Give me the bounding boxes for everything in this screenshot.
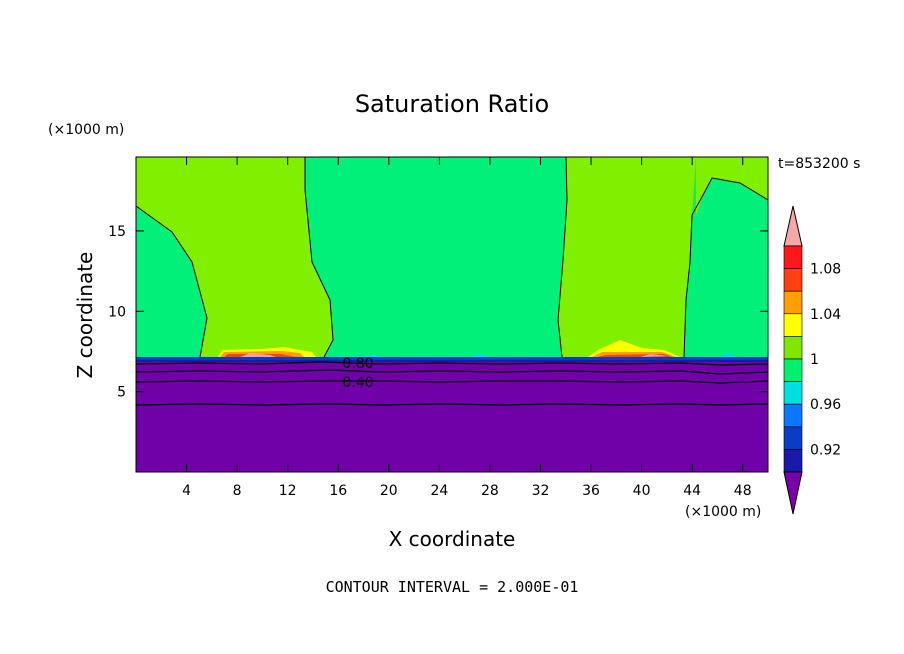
x-tick-label: 32 — [532, 483, 550, 499]
x-tick-label: 36 — [582, 483, 600, 499]
x-tick-label: 20 — [380, 483, 398, 499]
plot-frame — [135, 156, 769, 473]
colorbar-band — [783, 403, 803, 428]
colorbar-tick-label: 0.96 — [810, 397, 841, 413]
y-axis: 5 10 15 — [108, 224, 768, 401]
field-slight-supersaturation-far-right — [696, 157, 768, 215]
x-axis-title: X coordinate — [389, 527, 516, 551]
colorbar-band — [783, 245, 803, 269]
colorbar-band — [783, 426, 803, 450]
colorbar-under-arrow — [783, 471, 803, 515]
y-tick-label: 15 — [108, 224, 126, 240]
chart-title: Saturation Ratio — [355, 90, 549, 118]
plot-area: 0.80 0.40 — [135, 156, 769, 473]
x-tick-label: 40 — [633, 483, 651, 499]
contour-line — [135, 380, 769, 384]
contour-label-0-40: 0.40 — [342, 375, 373, 391]
y-unit-label: (×1000 m) — [48, 122, 124, 138]
colorbar-tick-label: 1.08 — [810, 262, 841, 278]
y-axis-title: Z coordinate — [73, 252, 97, 379]
colorbar-band — [783, 268, 803, 292]
colorbar-tick-label: 0.92 — [810, 442, 841, 458]
x-unit-label: (×1000 m) — [685, 504, 761, 520]
colorbar: 1.08 1.04 1 0.96 0.92 — [783, 205, 841, 515]
contour-line — [135, 361, 769, 366]
supersaturation-patch-right-max — [640, 354, 668, 357]
x-tick-label: 16 — [329, 483, 347, 499]
contour-line — [135, 403, 769, 406]
colorbar-tick-label: 1.04 — [810, 307, 841, 323]
y-tick-label: 10 — [108, 304, 126, 320]
contour-line — [683, 177, 769, 358]
contour-label-0-80: 0.80 — [342, 356, 373, 372]
colorbar-over-arrow — [783, 205, 803, 247]
field-slight-supersaturation-right — [558, 157, 696, 357]
colorbar-tick-label: 1 — [810, 352, 819, 368]
y-tick-label: 5 — [117, 385, 126, 401]
x-tick-label: 8 — [233, 483, 242, 499]
colorbar-band — [783, 449, 803, 473]
transition-band-dark — [136, 360, 768, 362]
x-tick-label: 44 — [683, 483, 701, 499]
colorbar-band — [783, 381, 803, 405]
colorbar-band — [783, 358, 803, 382]
colorbar-band — [783, 313, 803, 337]
contour-line — [135, 369, 769, 375]
colorbar-band — [783, 336, 803, 360]
x-tick-label: 24 — [430, 483, 448, 499]
colorbar-band — [783, 290, 803, 315]
x-tick-label: 4 — [182, 483, 191, 499]
supersaturation-patch-left-max — [240, 353, 276, 357]
field-slight-supersaturation-left — [136, 157, 333, 357]
x-tick-label: 12 — [279, 483, 297, 499]
x-tick-label: 28 — [481, 483, 499, 499]
contour-interval-footer: CONTOUR INTERVAL = 2.000E-01 — [326, 578, 579, 596]
contour-line — [304, 157, 334, 358]
x-axis: 4 8 12 16 20 24 28 32 36 40 44 48 — [182, 157, 752, 499]
contour-line — [557, 156, 568, 358]
transition-band-blue — [136, 357, 768, 360]
time-label: t=853200 s — [778, 156, 860, 172]
contour-line — [135, 205, 208, 358]
x-tick-label: 48 — [734, 483, 752, 499]
